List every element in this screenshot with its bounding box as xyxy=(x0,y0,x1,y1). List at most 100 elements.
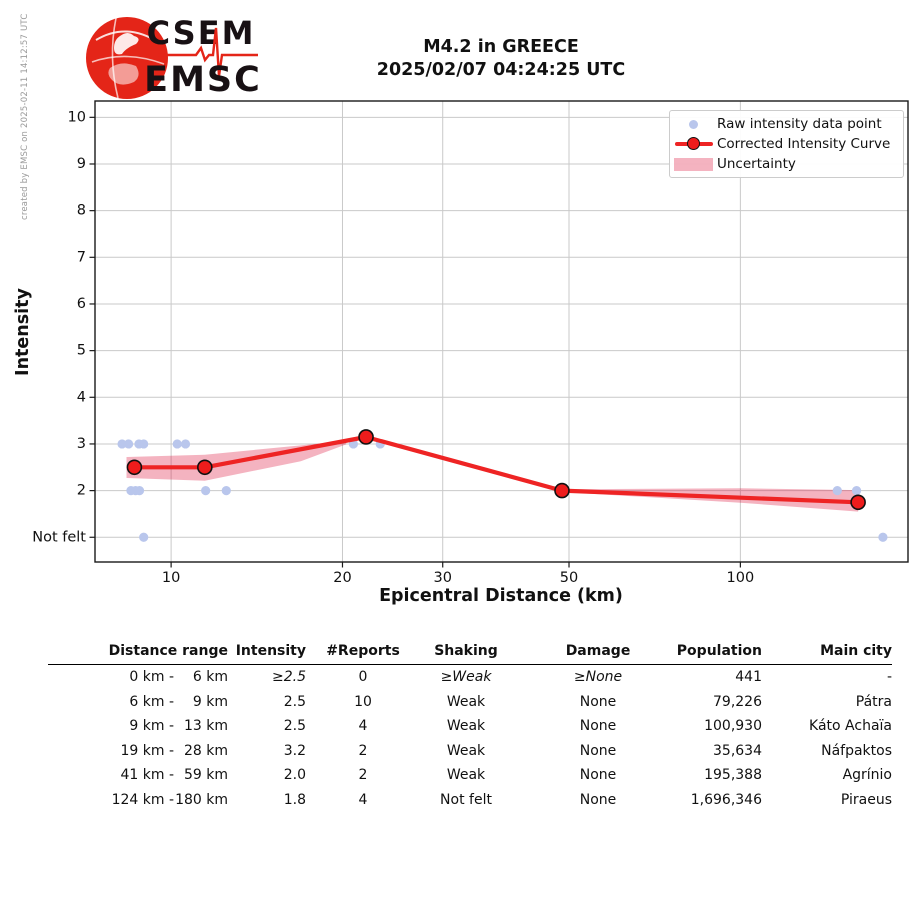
cell-damage: None xyxy=(579,767,617,783)
x-tick-label: 50 xyxy=(560,570,578,586)
cell-distance-range: 41 km -59 km xyxy=(120,767,228,783)
y-tick-label: 8 xyxy=(77,203,86,219)
y-tick-label: 6 xyxy=(77,296,86,312)
cell-distance-range: 124 km -180 km xyxy=(111,791,228,808)
cell-intensity: 2.0 xyxy=(283,767,306,783)
table-row: 41 km -59 km 2.0 2 Weak None 195,388 Agrínio xyxy=(48,763,892,788)
y-tick-label: 10 xyxy=(68,109,86,125)
cell-damage: None xyxy=(579,742,617,759)
y-axis-label: Intensity xyxy=(13,288,33,376)
col-header: Intensity xyxy=(235,643,306,659)
cell-population: 79,226 xyxy=(713,693,762,710)
table-row: 19 km -28 km 3.2 2 Weak None 35,634 Náfpaktos xyxy=(48,739,892,764)
y-tick-label: Not felt xyxy=(32,529,86,545)
curve-swatch-icon xyxy=(670,137,717,152)
cell-population: 35,634 xyxy=(713,742,762,759)
raw-data-point xyxy=(221,486,231,496)
cell-shaking: Weak xyxy=(446,693,486,710)
curve-marker xyxy=(126,459,143,476)
y-tick-label: 7 xyxy=(77,249,86,265)
cell-intensity: ≥2.5 xyxy=(272,669,306,685)
col-header: Shaking xyxy=(434,643,498,659)
cell-intensity: 2.5 xyxy=(283,718,306,734)
cell-city: Káto Achaïa xyxy=(809,718,892,734)
y-tick-label: 9 xyxy=(77,156,86,172)
legend-label: Corrected Intensity Curve xyxy=(717,136,891,152)
raw-data-point xyxy=(124,439,134,449)
raw-point-swatch-icon xyxy=(670,119,717,129)
cell-city: Piraeus xyxy=(840,791,892,808)
cell-distance-range: 0 km -6 km xyxy=(129,669,228,685)
x-tick-label: 100 xyxy=(727,570,755,586)
raw-data-point xyxy=(172,439,182,449)
cell-damage: None xyxy=(579,718,617,734)
table-row: 6 km -9 km 2.5 10 Weak None 79,226 Pátra xyxy=(48,690,892,715)
cell-damage: ≥None xyxy=(573,669,623,685)
col-header: Damage xyxy=(565,643,631,659)
raw-data-point xyxy=(134,486,145,496)
intensity-summary-table: Distance range Intensity #Reports Shakin… xyxy=(48,638,892,812)
cell-city: Náfpaktos xyxy=(821,742,892,759)
y-tick-label: 5 xyxy=(77,343,86,359)
cell-reports: 4 xyxy=(358,718,368,734)
legend-label: Uncertainty xyxy=(717,156,796,172)
raw-data-point xyxy=(851,486,862,496)
cell-damage: None xyxy=(579,693,617,710)
cell-shaking: ≥Weak xyxy=(440,669,492,685)
cell-intensity: 1.8 xyxy=(283,791,306,808)
logo-seismogram-icon xyxy=(158,27,258,77)
cell-shaking: Not felt xyxy=(440,791,492,808)
cell-population: 1,696,346 xyxy=(690,791,762,808)
col-header: Main city xyxy=(820,643,892,659)
cell-reports: 4 xyxy=(358,791,368,808)
cell-population: 195,388 xyxy=(704,767,762,783)
cell-reports: 0 xyxy=(358,669,368,685)
plot-border xyxy=(94,100,909,563)
raw-data-point xyxy=(832,486,842,496)
raw-data-point xyxy=(139,439,149,449)
table-header-row: Distance range Intensity #Reports Shakin… xyxy=(48,638,892,665)
raw-data-point xyxy=(180,439,191,449)
cell-city: - xyxy=(886,669,892,685)
cell-population: 441 xyxy=(735,669,762,685)
col-header: #Reports xyxy=(326,643,400,659)
x-axis-label: Epicentral Distance (km) xyxy=(379,586,623,606)
cell-shaking: Weak xyxy=(446,718,486,734)
col-header: Distance range xyxy=(108,643,228,659)
raw-data-point xyxy=(878,532,888,542)
x-tick-label: 30 xyxy=(433,570,451,586)
legend-item-raw: Raw intensity data point xyxy=(670,114,903,134)
curve-marker xyxy=(554,482,570,499)
page-title: M4.2 in GREECE xyxy=(423,37,579,57)
legend-item-curve: Corrected Intensity Curve xyxy=(670,134,903,154)
cell-reports: 2 xyxy=(358,767,368,783)
table-row: 124 km -180 km 1.8 4 Not felt None 1,696,346 P… xyxy=(48,788,892,813)
title-block: M4.2 in GREECE 2025/02/07 04:24:25 UTC xyxy=(87,36,915,82)
raw-data-point xyxy=(117,439,127,449)
cell-shaking: Weak xyxy=(446,742,486,759)
cell-intensity: 2.5 xyxy=(283,693,306,710)
cell-distance-range: 19 km -28 km xyxy=(120,742,228,759)
table-row: 0 km -6 km ≥2.5 0 ≥Weak ≥None 441 - xyxy=(48,665,892,690)
y-tick-label: 2 xyxy=(77,483,86,499)
col-header: Population xyxy=(676,643,762,659)
cell-intensity: 3.2 xyxy=(283,742,306,759)
raw-data-point xyxy=(139,532,149,542)
curve-marker xyxy=(197,459,213,476)
cell-distance-range: 9 km -13 km xyxy=(129,718,228,734)
plot-legend: Raw intensity data point Corrected Inten… xyxy=(669,110,904,178)
legend-item-uncertainty: Uncertainty xyxy=(670,154,903,174)
uncertainty-swatch-icon xyxy=(670,157,717,171)
legend-label: Raw intensity data point xyxy=(717,116,882,132)
cell-distance-range: 6 km -9 km xyxy=(129,693,228,710)
y-tick-label: 4 xyxy=(77,389,86,405)
cell-population: 100,930 xyxy=(704,718,762,734)
intensity-plot: Not felt 2 3 4 5 6 7 8 9 10 10 20 30 50 100 xyxy=(32,100,909,586)
x-tick-label: 10 xyxy=(162,570,180,586)
table-body: 0 km -6 km ≥2.5 0 ≥Weak ≥None 441 - 6 km -9 km 2… xyxy=(48,665,892,812)
table-row: 9 km -13 km 2.5 4 Weak None 100,930 Káto Achaï… xyxy=(48,714,892,739)
cell-city: Pátra xyxy=(855,693,892,710)
raw-data-point xyxy=(201,486,211,496)
curve-marker xyxy=(358,429,374,445)
